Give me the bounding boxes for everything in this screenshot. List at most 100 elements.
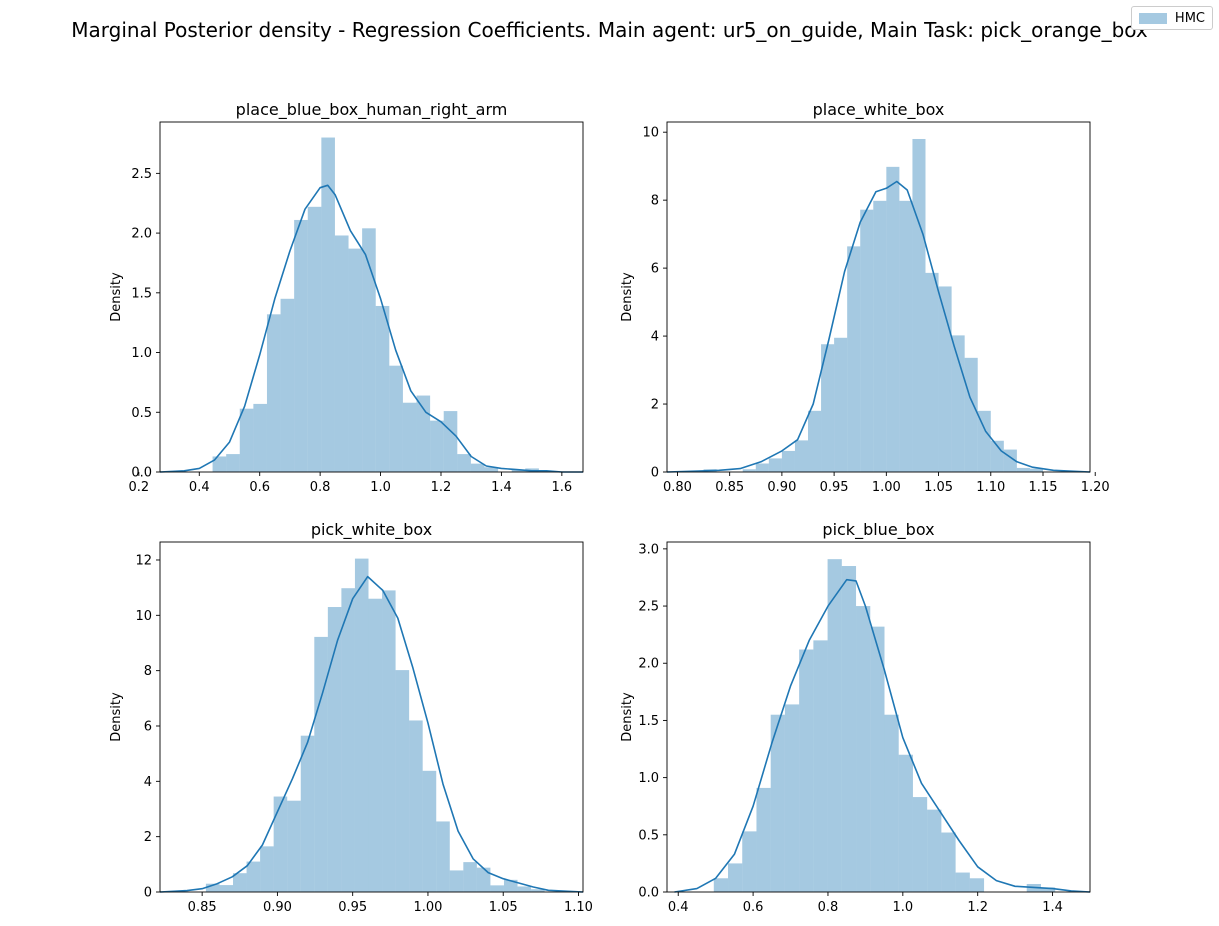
subplot-title: pick_white_box [311,520,432,540]
hist-bar [755,463,769,472]
y-tick-label: 1.5 [131,286,152,301]
hist-bar [886,166,900,472]
hist-bar [300,735,315,892]
x-tick-label: 0.2 [129,480,150,495]
hist-bar [856,606,871,892]
hist-bar [517,886,532,892]
y-tick-label: 0.0 [638,886,659,901]
hist-bar [354,558,369,892]
hist-bar [253,403,267,472]
subplot-title: place_white_box [813,100,945,120]
hist-bar [457,454,471,472]
hist-bar [327,607,342,892]
hist-bar [280,298,295,472]
axes-frame [666,121,1091,473]
y-tick-label: 0.0 [131,466,152,481]
y-tick-label: 2.0 [638,657,659,672]
y-tick-label: 12 [135,553,152,568]
legend: HMC [1130,6,1213,30]
y-tick-label: 2.5 [131,167,152,182]
x-tick-label: 0.8 [818,900,839,915]
kde-line [674,578,1091,893]
hist-bar [912,797,928,892]
x-tick-label: 1.00 [413,900,442,915]
x-tick-label: 0.6 [249,480,270,495]
x-tick-label: 1.15 [1029,480,1058,495]
x-tick-label: 0.85 [715,480,744,495]
axes-frame [666,541,1091,893]
hist-bar [321,137,335,473]
hist-bar [969,878,985,892]
subplot-1: 0.2 0.4 0.6 0.8 1.0 1.2 1.4 1.6 0.0 0.5 1.0 1.5 2.0 2… [109,100,584,495]
hist-bar [362,228,376,472]
x-tick-label: 1.6 [552,480,573,495]
hist-bar [781,450,795,472]
hist-bar [484,467,499,472]
hist-bar [348,248,363,472]
hist-bar [742,469,756,472]
y-tick-label: 2.0 [131,227,152,242]
legend-label: HMC [1174,11,1205,26]
x-tick-label: 1.0 [892,900,913,915]
x-tick-label: 1.10 [564,900,593,915]
hist-bar [898,754,913,892]
hist-bar [813,640,828,892]
x-tick-label: 1.00 [872,480,901,495]
hist-bar [246,861,261,892]
hist-bar [925,272,939,472]
y-axis-label: Density [620,692,635,742]
y-axis-label: Density [620,272,635,322]
x-tick-label: 1.4 [491,480,512,495]
hist-bar [436,821,450,892]
hist-bar [273,796,288,892]
hist-bar [490,885,504,892]
y-tick-label: 2 [651,398,659,413]
legend-swatch [1138,13,1167,24]
hist-bar [409,720,423,892]
hist-bar [1040,887,1056,892]
hist-bar [395,670,410,892]
hist-bar [964,357,978,472]
hist-bar [912,138,926,472]
y-axis-label: Density [109,272,124,322]
hist-bar [713,878,729,892]
x-tick-label: 0.95 [338,900,367,915]
y-tick-label: 1.5 [638,714,659,729]
hist-bar [239,408,254,472]
hist-bar [990,440,1004,472]
y-tick-label: 10 [135,609,152,624]
hist-bar [873,200,887,472]
subplot-title: pick_blue_box [822,520,934,540]
y-axis-label: Density [109,692,124,742]
hist-bar [266,314,281,472]
hist-bar [770,714,785,892]
hist-bar [307,206,322,472]
kde-line [159,575,584,893]
y-tick-label: 3.0 [638,542,659,557]
hist-bar [821,344,835,472]
axes-frame [159,541,584,893]
y-tick-label: 6 [144,719,152,734]
hist-bar [260,846,274,892]
hist-bar [1029,468,1043,472]
hist-bar [799,649,814,892]
y-tick-label: 0 [144,886,152,901]
hist-bar [205,883,220,892]
hist-bar [827,559,842,892]
hist-bar [1016,467,1030,472]
hist-bar [368,598,383,892]
axes-frame [159,121,584,473]
x-tick-label: 0.90 [263,900,292,915]
hist-bar [334,235,349,472]
hist-bar [841,566,857,892]
hist-bar [416,395,431,472]
hist-bar [794,440,808,472]
x-tick-label: 0.85 [188,900,217,915]
hist-bar [834,337,848,472]
hist-bar [531,889,545,892]
x-tick-label: 1.2 [967,900,988,915]
subplot-title: place_blue_box_human_right_arm [236,100,508,120]
y-tick-label: 0.5 [131,406,152,421]
x-tick-label: 0.8 [310,480,331,495]
